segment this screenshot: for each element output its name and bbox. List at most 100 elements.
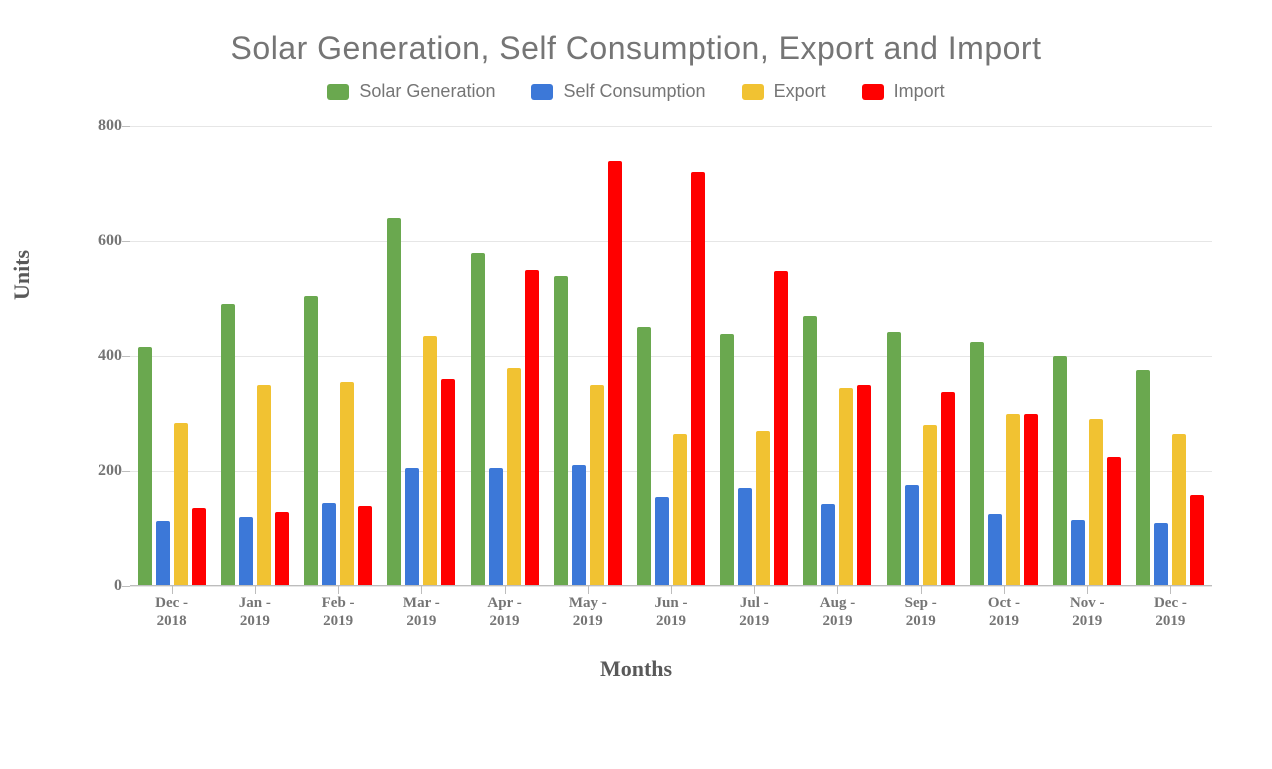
legend-item: Solar Generation bbox=[327, 81, 495, 102]
bar-chart: Solar Generation, Self Consumption, Expo… bbox=[0, 0, 1272, 769]
bar bbox=[738, 488, 752, 586]
y-tick-mark bbox=[122, 126, 130, 127]
bar bbox=[637, 327, 651, 586]
bar bbox=[441, 379, 455, 586]
x-tick-label: Oct - 2019 bbox=[962, 594, 1045, 630]
bar-group: Dec - 2019 bbox=[1129, 126, 1212, 586]
bar bbox=[1172, 434, 1186, 586]
bar bbox=[941, 392, 955, 586]
x-tick-label: Nov - 2019 bbox=[1046, 594, 1129, 630]
bar bbox=[340, 382, 354, 586]
bar bbox=[1024, 414, 1038, 587]
legend-swatch bbox=[862, 84, 884, 100]
bar bbox=[839, 388, 853, 586]
y-tick-mark bbox=[122, 241, 130, 242]
x-tick-mark bbox=[1170, 586, 1171, 594]
y-tick-label: 400 bbox=[74, 347, 122, 365]
x-tick-mark bbox=[754, 586, 755, 594]
x-tick-label: Mar - 2019 bbox=[380, 594, 463, 630]
legend-swatch bbox=[531, 84, 553, 100]
y-tick-mark bbox=[122, 356, 130, 357]
x-tick-mark bbox=[921, 586, 922, 594]
bar-group: Nov - 2019 bbox=[1046, 126, 1129, 586]
x-tick-mark bbox=[671, 586, 672, 594]
y-tick-label: 200 bbox=[74, 462, 122, 480]
bar bbox=[405, 468, 419, 586]
bar-group: Jun - 2019 bbox=[629, 126, 712, 586]
y-tick-label: 0 bbox=[74, 577, 122, 595]
bar-group: Apr - 2019 bbox=[463, 126, 546, 586]
x-tick-mark bbox=[421, 586, 422, 594]
bar bbox=[257, 385, 271, 586]
bar bbox=[358, 506, 372, 587]
y-tick-label: 600 bbox=[74, 232, 122, 250]
x-axis-line bbox=[130, 585, 1212, 586]
bar-group: Mar - 2019 bbox=[380, 126, 463, 586]
bar-group: May - 2019 bbox=[546, 126, 629, 586]
bar bbox=[489, 468, 503, 586]
bar-group: Feb - 2019 bbox=[296, 126, 379, 586]
x-tick-label: Dec - 2019 bbox=[1129, 594, 1212, 630]
legend-item: Import bbox=[862, 81, 945, 102]
bar bbox=[304, 296, 318, 586]
bar bbox=[138, 347, 152, 586]
x-tick-label: Apr - 2019 bbox=[463, 594, 546, 630]
bar bbox=[691, 172, 705, 586]
x-tick-mark bbox=[338, 586, 339, 594]
x-tick-label: Jun - 2019 bbox=[629, 594, 712, 630]
x-tick-mark bbox=[255, 586, 256, 594]
y-tick-label: 800 bbox=[74, 117, 122, 135]
bar bbox=[275, 512, 289, 586]
x-tick-mark bbox=[505, 586, 506, 594]
y-tick-mark bbox=[122, 586, 130, 587]
bar bbox=[1071, 520, 1085, 586]
legend-swatch bbox=[327, 84, 349, 100]
legend-item: Self Consumption bbox=[531, 81, 705, 102]
bar bbox=[887, 332, 901, 586]
bar bbox=[1053, 356, 1067, 586]
legend-label: Self Consumption bbox=[563, 81, 705, 102]
bar bbox=[821, 504, 835, 586]
bar-group: Dec - 2018 bbox=[130, 126, 213, 586]
x-tick-label: Feb - 2019 bbox=[296, 594, 379, 630]
bar bbox=[1154, 523, 1168, 586]
x-tick-mark bbox=[1087, 586, 1088, 594]
bar-group: Oct - 2019 bbox=[962, 126, 1045, 586]
x-tick-label: Jan - 2019 bbox=[213, 594, 296, 630]
bar bbox=[720, 334, 734, 586]
bar bbox=[525, 270, 539, 586]
bar bbox=[572, 465, 586, 586]
bar bbox=[756, 431, 770, 586]
legend-label: Import bbox=[894, 81, 945, 102]
legend-item: Export bbox=[742, 81, 826, 102]
bar bbox=[1136, 370, 1150, 586]
bar bbox=[970, 342, 984, 586]
bar-group: Jul - 2019 bbox=[713, 126, 796, 586]
bar bbox=[1107, 457, 1121, 586]
bar-group: Aug - 2019 bbox=[796, 126, 879, 586]
bar bbox=[655, 497, 669, 586]
x-tick-mark bbox=[172, 586, 173, 594]
bar bbox=[192, 508, 206, 586]
x-tick-label: Aug - 2019 bbox=[796, 594, 879, 630]
bar bbox=[1190, 495, 1204, 586]
bar-groups: Dec - 2018Jan - 2019Feb - 2019Mar - 2019… bbox=[130, 126, 1212, 586]
bar bbox=[471, 253, 485, 587]
bar bbox=[423, 336, 437, 586]
bar bbox=[221, 304, 235, 586]
x-tick-label: Sep - 2019 bbox=[879, 594, 962, 630]
x-tick-label: May - 2019 bbox=[546, 594, 629, 630]
bar bbox=[673, 434, 687, 586]
bar bbox=[507, 368, 521, 587]
bar bbox=[322, 503, 336, 586]
bar bbox=[857, 385, 871, 586]
chart-title: Solar Generation, Self Consumption, Expo… bbox=[30, 30, 1242, 67]
x-tick-label: Dec - 2018 bbox=[130, 594, 213, 630]
bar bbox=[774, 271, 788, 586]
bar bbox=[590, 385, 604, 586]
legend-label: Solar Generation bbox=[359, 81, 495, 102]
x-axis-label: Months bbox=[30, 656, 1242, 682]
x-tick-mark bbox=[588, 586, 589, 594]
bar-group: Jan - 2019 bbox=[213, 126, 296, 586]
bar bbox=[988, 514, 1002, 586]
